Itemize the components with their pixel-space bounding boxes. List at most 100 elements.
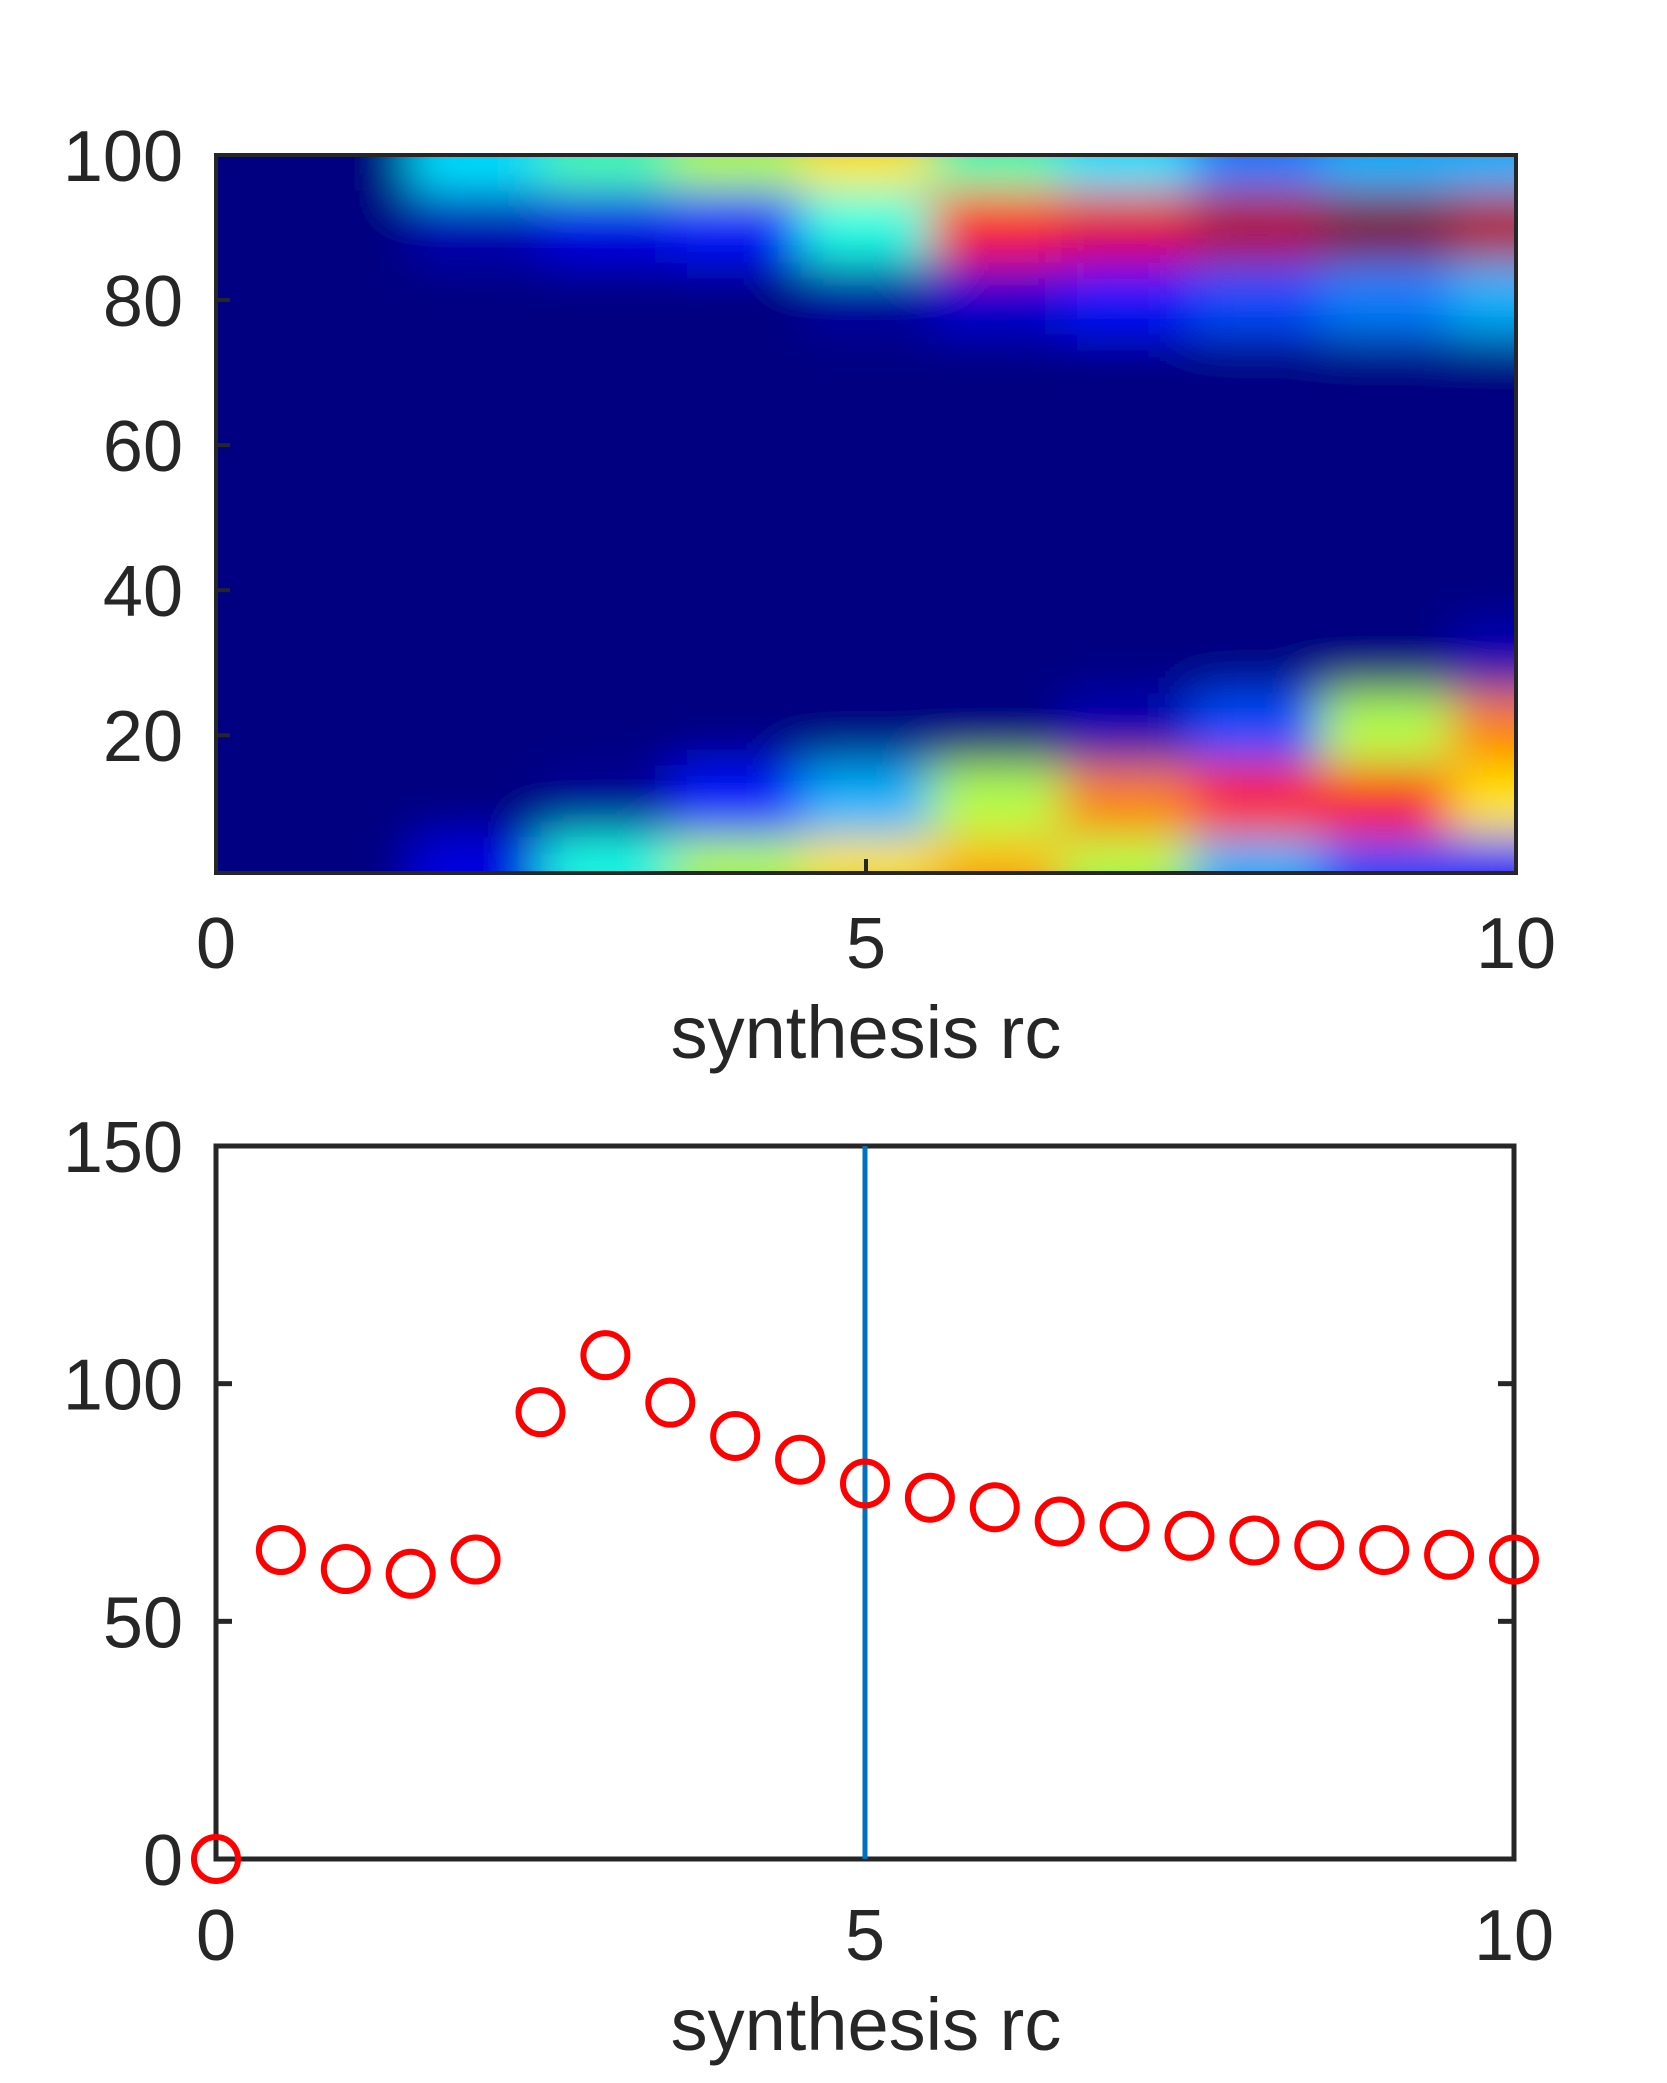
heatmap-cell: [1191, 334, 1322, 408]
heatmap-cell: [801, 765, 932, 839]
heatmap-cell: [931, 334, 1062, 408]
heatmap-cell: [1191, 693, 1322, 767]
heatmap-cell: [1191, 478, 1322, 551]
heatmap-cell: [281, 155, 412, 192]
data-point: [710, 1410, 761, 1461]
heatmap-cell: [1451, 621, 1516, 695]
heatmap-cell: [801, 262, 932, 336]
heatmap-cell: [216, 765, 282, 839]
y-tick-label: 100: [63, 117, 183, 197]
heatmap-cell: [411, 478, 542, 551]
data-point: [969, 1482, 1020, 1533]
heatmap-cell: [281, 190, 412, 264]
heatmap-cell: [671, 837, 802, 873]
data-point: [450, 1534, 501, 1585]
heatmap-cell: [1061, 621, 1192, 695]
heatmap-cell: [216, 155, 282, 192]
heatmap-cell: [216, 334, 282, 408]
heatmap-cell: [216, 693, 282, 767]
heatmap-cell: [1321, 155, 1452, 192]
heatmap-cell: [931, 765, 1062, 839]
heatmap-cell: [931, 155, 1062, 192]
data-point: [191, 1834, 241, 1884]
heatmap-cell: [931, 406, 1062, 480]
heatmap-cell: [411, 693, 542, 767]
scatter-points: [191, 1330, 1539, 1884]
heatmap-cell: [801, 334, 932, 408]
data-point: [255, 1525, 306, 1576]
heatmap-cell: [1321, 478, 1452, 551]
heatmap-cell: [931, 549, 1062, 623]
y-tick-label: 40: [103, 552, 183, 632]
heatmap-cell: [1321, 765, 1452, 839]
heatmap-cell: [281, 406, 412, 480]
heatmap-cell: [931, 190, 1062, 264]
heatmap-cell: [541, 693, 672, 767]
heatmap-cell: [931, 621, 1062, 695]
heatmap-cell: [1061, 190, 1192, 264]
heatmap-cell: [671, 549, 802, 623]
heatmap-cell: [1191, 549, 1322, 623]
heatmap-cell: [281, 765, 412, 839]
heatmap-cell: [1451, 155, 1516, 192]
heatmap-cell: [1061, 693, 1192, 767]
heatmap-cell: [281, 621, 412, 695]
scatter-ticks: 0 50 100 150 0 5 10: [63, 1108, 1554, 1976]
data-point: [1229, 1515, 1280, 1566]
x-tick-label: 0: [196, 1896, 236, 1976]
heatmap-cell: [411, 406, 542, 480]
heatmap-cell: [541, 190, 672, 264]
heatmap-x-axis-label: synthesis rc: [671, 991, 1062, 1074]
heatmap-cell: [411, 155, 542, 192]
heatmap-cell: [671, 478, 802, 551]
heatmap-cell: [1451, 190, 1516, 264]
heatmap-cell: [411, 837, 542, 873]
heatmap-cell: [801, 406, 932, 480]
heatmap-cell: [216, 549, 282, 623]
data-point: [385, 1548, 436, 1599]
data-point: [320, 1544, 371, 1595]
y-tick-label: 50: [103, 1583, 183, 1663]
heatmap-cell: [281, 334, 412, 408]
heatmap-cell: [541, 155, 672, 192]
data-point: [904, 1472, 955, 1523]
heatmap-cell: [1451, 837, 1516, 873]
heatmap-cell: [1191, 406, 1322, 480]
heatmap-cell: [1061, 155, 1192, 192]
heatmap-cell: [541, 478, 672, 551]
heatmap-cell: [541, 837, 672, 873]
heatmap-cell: [1451, 262, 1516, 336]
heatmap-cell: [801, 190, 932, 264]
data-point: [1034, 1496, 1085, 1547]
heatmap-cell: [281, 693, 412, 767]
heatmap-cell: [1191, 837, 1322, 873]
data-point: [515, 1387, 566, 1438]
heatmap-cell: [1061, 406, 1192, 480]
heatmap-cell: [671, 621, 802, 695]
heatmap-cell: [1061, 765, 1192, 839]
heatmap-cell: [1321, 837, 1452, 873]
heatmap-cell: [801, 549, 932, 623]
heatmap-cell: [411, 334, 542, 408]
heatmap-cell: [1061, 262, 1192, 336]
y-tick-label: 100: [63, 1346, 183, 1426]
heatmap-cell: [1451, 765, 1516, 839]
heatmap-cell: [216, 621, 282, 695]
heatmap-cell: [1061, 478, 1192, 551]
heatmap-cell: [1191, 155, 1322, 192]
heatmap-cell: [801, 621, 932, 695]
x-tick-label: 0: [196, 904, 236, 984]
heatmap-cell: [541, 549, 672, 623]
heatmap-cell: [281, 549, 412, 623]
heatmap-cell: [1451, 334, 1516, 408]
heatmap-cell: [1451, 478, 1516, 551]
heatmap-cell: [671, 693, 802, 767]
data-point: [1359, 1525, 1410, 1576]
heatmap-cell: [1191, 621, 1322, 695]
heatmap-cell: [541, 262, 672, 336]
y-tick-label: 150: [63, 1108, 183, 1188]
heatmap-cell: [1061, 837, 1192, 873]
data-point: [1489, 1534, 1539, 1585]
heatmap-cell: [801, 478, 932, 551]
heatmap-cell: [411, 262, 542, 336]
